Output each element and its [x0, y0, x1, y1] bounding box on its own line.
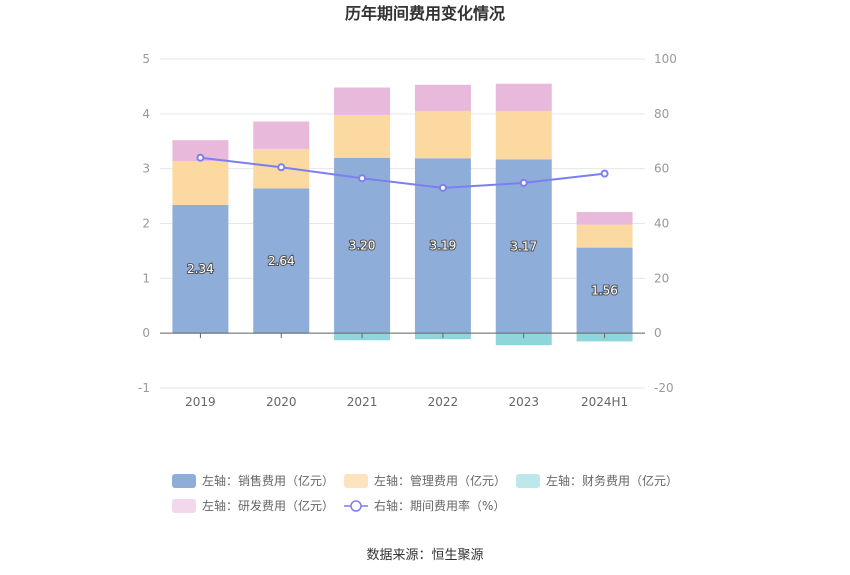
- x-tick-label: 2023: [508, 395, 539, 409]
- legend-circle-marker: [350, 500, 362, 512]
- bar-segment: [495, 83, 552, 112]
- y-right-tick-label: 100: [654, 52, 677, 66]
- expense-rate-point: [438, 183, 447, 192]
- x-tick-label: 2024H1: [581, 395, 628, 409]
- y-right-tick-label: 20: [654, 271, 669, 285]
- y-left-tick-label: -1: [138, 381, 150, 395]
- bar-data-label: 3.17: [510, 239, 537, 253]
- expense-rate-point: [358, 174, 367, 183]
- bar-data-label: 2.64: [268, 254, 295, 268]
- y-right-tick-label: -20: [654, 381, 674, 395]
- bar-segment: [172, 204, 229, 334]
- legend-label: 左轴：财务费用（亿元）: [546, 473, 678, 488]
- expense-rate-path: [200, 156, 605, 189]
- chart-title: 历年期间费用变化情况: [345, 4, 505, 23]
- legend-swatch: [344, 474, 368, 488]
- y-right-tick-label: 0: [654, 326, 662, 340]
- legend-item[interactable]: 左轴：销售费用（亿元）: [172, 473, 334, 488]
- expense-rate-point: [519, 178, 528, 187]
- bar-data-label: 3.20: [349, 238, 376, 252]
- y-right-tick-label: 40: [654, 217, 669, 231]
- legend-item[interactable]: 左轴：管理费用（亿元）: [344, 473, 506, 488]
- y-right-tick-label: 80: [654, 107, 669, 121]
- bar-data-label: 3.19: [430, 239, 457, 253]
- bar-data-label: 1.56: [591, 283, 618, 297]
- y-left-tick-label: 0: [142, 326, 150, 340]
- bar-segment: [576, 211, 633, 225]
- source-text: 数据来源：恒生聚源: [366, 548, 483, 563]
- expense-rate-point: [600, 169, 609, 178]
- grid: -1 -20 0 0 1 20 2 40 3 60 4 80 5 100: [138, 52, 677, 395]
- y-left-tick-label: 5: [142, 52, 150, 66]
- bar-segment: [576, 247, 633, 334]
- data-labels: 2.34 2.64 3.20 3.19 3.17 1.56: [186, 237, 619, 298]
- x-axis-ticks: 2019 2020 2021 2022 2023 2024H1: [185, 333, 628, 409]
- bar-segment: [334, 87, 391, 115]
- x-tick-label: 2021: [347, 395, 378, 409]
- legend-label: 右轴：期间费用率（%）: [374, 498, 505, 513]
- bar-segment: [334, 114, 391, 158]
- legend-item[interactable]: 左轴：财务费用（亿元）: [516, 473, 678, 488]
- bar-segment: [495, 111, 552, 160]
- bar-segment: [334, 157, 391, 334]
- legend-swatch: [172, 474, 196, 488]
- legend[interactable]: 左轴：销售费用（亿元） 左轴：管理费用（亿元） 左轴：财务费用（亿元） 左轴：研发费用…: [172, 473, 678, 513]
- x-tick-label: 2020: [266, 395, 297, 409]
- expense-rate-line: [196, 153, 609, 192]
- legend-item[interactable]: 右轴：期间费用率（%）: [344, 498, 505, 513]
- bar-segment: [253, 121, 310, 149]
- bar-segment: [414, 84, 471, 112]
- y-right-tick-label: 60: [654, 162, 669, 176]
- legend-item[interactable]: 左轴：研发费用（亿元）: [172, 498, 334, 513]
- legend-label: 左轴：管理费用（亿元）: [374, 473, 506, 488]
- bar-segment: [172, 160, 229, 205]
- bar-data-label: 2.34: [187, 262, 214, 276]
- legend-label: 左轴：研发费用（亿元）: [202, 498, 334, 513]
- x-tick-label: 2022: [428, 395, 459, 409]
- y-left-tick-label: 4: [142, 107, 150, 121]
- bar-segment: [576, 224, 633, 248]
- expense-rate-point: [196, 153, 205, 162]
- bars: [172, 83, 633, 346]
- bar-segment: [495, 159, 552, 334]
- y-left-tick-label: 3: [142, 162, 150, 176]
- legend-swatch: [172, 499, 196, 513]
- legend-label: 左轴：销售费用（亿元）: [202, 473, 334, 488]
- bar-segment: [495, 333, 552, 346]
- bar-segment: [414, 111, 471, 159]
- expense-rate-point: [277, 163, 286, 172]
- legend-swatch: [516, 474, 540, 488]
- x-tick-label: 2019: [185, 395, 216, 409]
- bar-segment: [253, 188, 310, 334]
- y-left-tick-label: 2: [142, 217, 150, 231]
- y-left-tick-label: 1: [142, 271, 150, 285]
- bar-segment: [172, 140, 229, 161]
